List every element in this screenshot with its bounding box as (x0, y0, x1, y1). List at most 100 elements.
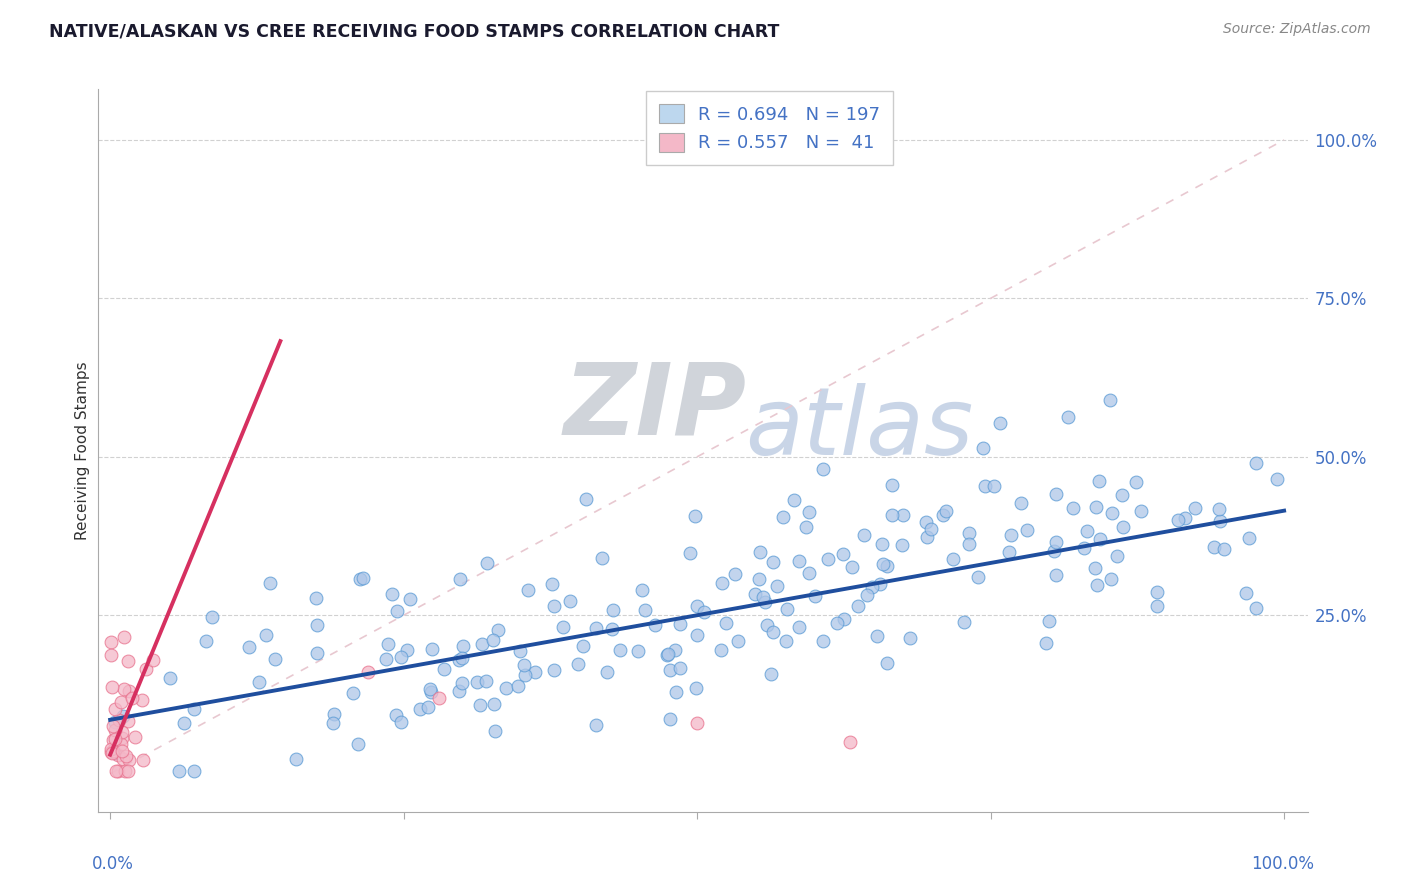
Point (866, 629, 889, 643)
Point (752, 590, 775, 604)
Point (377, 637, 399, 651)
Point (420, 641, 443, 656)
Point (101, 744, 124, 758)
Point (484, 724, 506, 739)
Point (796, 520, 818, 534)
Point (1088, 532, 1111, 546)
Text: atlas: atlas (745, 384, 973, 475)
Point (974, 478, 997, 492)
Point (882, 508, 904, 523)
Point (1000, 527, 1022, 541)
Point (1101, 507, 1123, 521)
Point (104, 731, 127, 746)
Point (998, 545, 1021, 559)
Point (1035, 635, 1057, 649)
Point (1057, 409, 1080, 424)
Point (1209, 514, 1232, 528)
Point (201, 609, 224, 624)
Point (1208, 501, 1230, 516)
Point (756, 618, 779, 632)
Point (409, 702, 432, 716)
Point (567, 657, 589, 672)
Point (942, 552, 965, 566)
Legend: R = 0.694   N = 197, R = 0.557   N =  41: R = 0.694 N = 197, R = 0.557 N = 41 (645, 91, 893, 165)
Point (117, 764, 139, 778)
Point (381, 587, 404, 601)
Point (714, 616, 737, 631)
Point (399, 591, 422, 606)
Point (602, 603, 624, 617)
Point (799, 566, 821, 581)
Point (1099, 392, 1122, 407)
Point (540, 577, 562, 591)
Point (1246, 456, 1268, 470)
Point (727, 633, 749, 648)
Point (495, 681, 517, 696)
Point (419, 682, 441, 697)
Point (669, 661, 692, 675)
Point (591, 550, 613, 565)
Point (762, 555, 785, 569)
Point (838, 735, 860, 749)
Point (517, 582, 540, 597)
Point (465, 675, 488, 690)
Point (543, 599, 565, 613)
Point (787, 620, 810, 634)
Point (711, 576, 734, 591)
Point (357, 665, 380, 680)
Point (131, 693, 153, 707)
Point (513, 667, 536, 681)
Point (305, 646, 328, 660)
Point (891, 508, 914, 522)
Point (101, 733, 124, 747)
Point (135, 662, 157, 676)
Point (105, 764, 128, 778)
Point (665, 685, 688, 699)
Point (107, 748, 129, 763)
Point (118, 753, 141, 767)
Point (870, 537, 893, 551)
Point (112, 752, 135, 766)
Point (876, 558, 898, 573)
Point (914, 515, 936, 529)
Point (112, 681, 135, 696)
Point (1112, 520, 1135, 534)
Point (846, 599, 869, 614)
Point (609, 643, 631, 657)
Point (104, 723, 127, 738)
Point (585, 621, 607, 635)
Point (1038, 615, 1060, 629)
Point (1107, 549, 1129, 563)
Point (1088, 474, 1111, 488)
Point (797, 505, 820, 519)
Point (862, 580, 884, 594)
Point (967, 570, 990, 584)
Point (983, 479, 1005, 493)
Point (832, 612, 855, 626)
Point (1174, 511, 1197, 525)
Point (307, 617, 329, 632)
Point (551, 619, 574, 633)
Point (627, 643, 650, 657)
Point (101, 681, 124, 695)
Point (710, 643, 733, 657)
Point (114, 764, 136, 778)
Point (898, 631, 921, 645)
Point (481, 632, 503, 647)
Point (100, 742, 122, 756)
Point (776, 601, 799, 615)
Point (468, 698, 491, 712)
Point (342, 686, 364, 700)
Point (238, 640, 260, 654)
Point (772, 509, 794, 524)
Point (759, 667, 782, 681)
Point (418, 700, 440, 714)
Point (787, 554, 810, 568)
Point (449, 684, 471, 698)
Point (1244, 600, 1267, 615)
Point (349, 572, 371, 586)
Point (852, 528, 875, 542)
Point (1045, 487, 1067, 501)
Point (1084, 561, 1107, 575)
Point (988, 417, 1011, 431)
